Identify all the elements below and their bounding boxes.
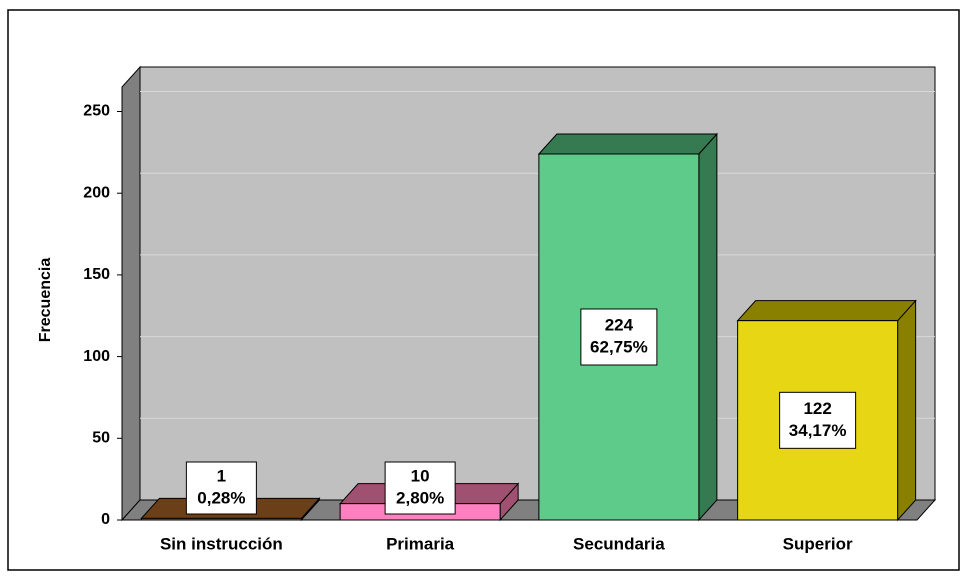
y-tick-label: 50: [92, 430, 110, 447]
percentage-label: 0,28%: [197, 488, 245, 507]
x-tick-label: Secundaria: [573, 534, 665, 553]
bar-top: [736, 300, 917, 322]
y-tick-label: 250: [83, 103, 110, 120]
percentage-label: 2,80%: [396, 488, 444, 507]
value-label-box: [580, 308, 658, 366]
value-label: 122: [803, 399, 831, 418]
y-tick-label: 200: [83, 184, 110, 201]
value-label: 224: [605, 315, 634, 334]
percentage-label: 34,17%: [789, 421, 847, 440]
y-tick-label: 150: [83, 266, 110, 283]
value-label-box: [779, 391, 857, 449]
x-tick-label: Superior: [783, 534, 853, 553]
bar-side: [698, 132, 718, 522]
bar-top: [537, 133, 718, 155]
y-tick-label: 100: [83, 348, 110, 365]
bar-side: [897, 299, 917, 522]
value-label-box: [384, 461, 456, 515]
y-tick-label: 0: [101, 511, 110, 528]
x-tick-label: Sin instrucción: [160, 534, 283, 553]
left-wall: [121, 65, 141, 522]
value-label-box: [185, 461, 257, 515]
value-label: 10: [411, 466, 430, 485]
value-label: 1: [217, 466, 226, 485]
x-tick-label: Primaria: [386, 534, 455, 553]
bar: [140, 517, 302, 521]
y-axis-title: Frecuencia: [37, 258, 54, 343]
percentage-label: 62,75%: [590, 337, 648, 356]
